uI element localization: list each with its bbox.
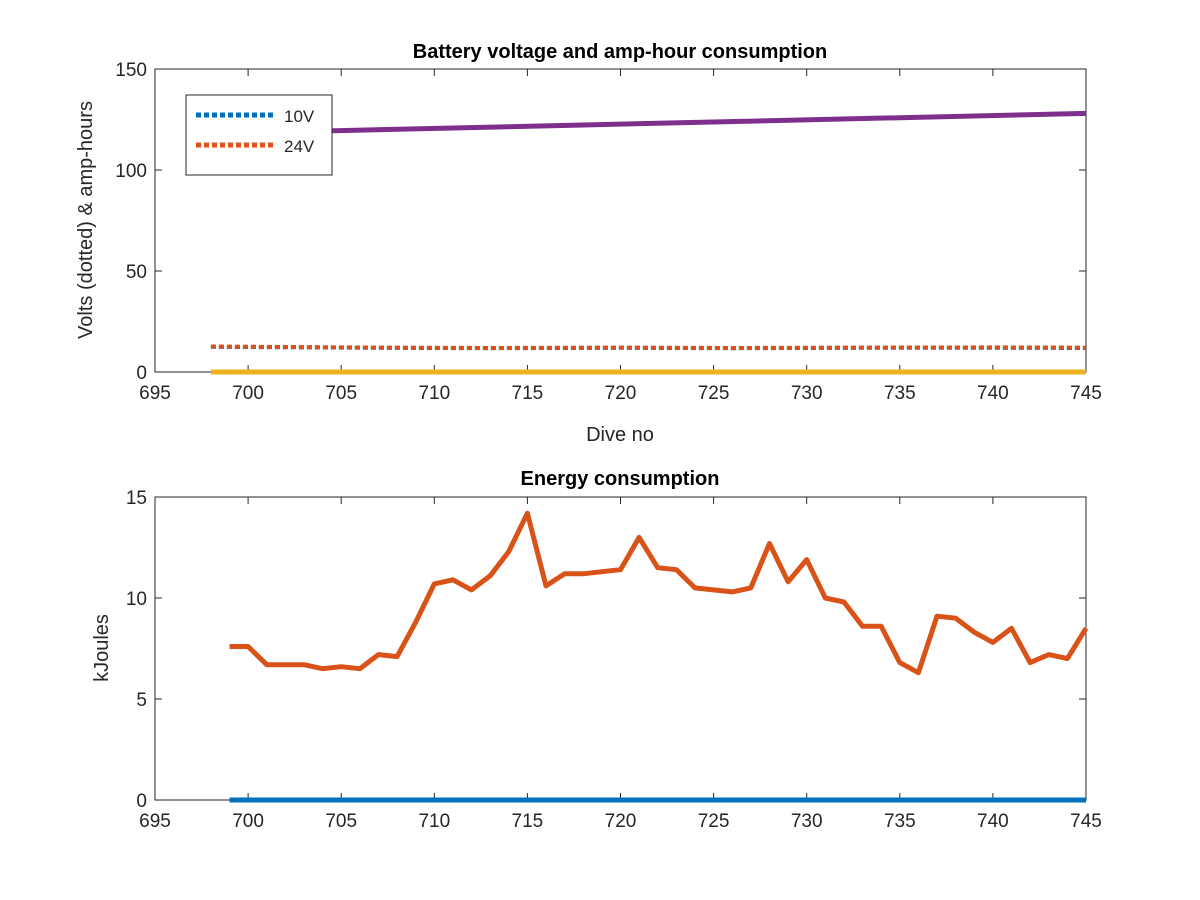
x-tick-label: 730 [791, 383, 823, 404]
y-tick-label: 15 [126, 488, 147, 509]
x-axis-label: Dive no [586, 424, 654, 446]
chart-title: Battery voltage and amp-hour consumption [413, 41, 827, 63]
x-tick-label: 700 [232, 811, 264, 832]
x-tick-label: 715 [512, 383, 544, 404]
x-tick-label: 720 [605, 811, 637, 832]
x-tick-label: 715 [512, 811, 544, 832]
y-tick-label: 0 [136, 363, 147, 384]
x-tick-label: 745 [1070, 811, 1102, 832]
x-tick-label: 725 [698, 811, 730, 832]
y-tick-label: 0 [136, 791, 147, 812]
series-line-1 [210, 344, 1087, 350]
x-tick-label: 720 [605, 383, 637, 404]
y-tick-label: 10 [126, 589, 147, 610]
energy-chart: Energy consumption 695 700 705 710 715 720 725… [91, 468, 1102, 832]
y-tick-label: 5 [136, 690, 147, 711]
legend: 10V 24V [185, 94, 333, 176]
y-axis-label: kJoules [91, 614, 113, 682]
series-line-0 [229, 510, 1089, 676]
x-tick-label: 695 [139, 383, 171, 404]
x-tick-label: 730 [791, 811, 823, 832]
battery-chart: Battery voltage and amp-hour consumption… [75, 41, 1102, 446]
legend-label: 10V [284, 107, 315, 126]
x-tick-label: 705 [325, 811, 357, 832]
x-tick-label: 710 [418, 383, 450, 404]
y-tick-label: 100 [115, 161, 147, 182]
x-tick-label: 710 [418, 811, 450, 832]
plot-area: 695 700 705 710 715 720 725 730 735 740 745 0 5 10 15 [126, 488, 1102, 832]
x-tick-label: 735 [884, 383, 916, 404]
x-tick-label: 745 [1070, 383, 1102, 404]
series-line-3 [210, 110, 1087, 137]
x-tick-label: 705 [325, 383, 357, 404]
plot-area: 695 700 705 710 715 720 725 730 735 740 745 0 50 100 1… [115, 60, 1102, 404]
y-tick-label: 50 [126, 262, 147, 283]
legend-box [185, 94, 333, 176]
y-tick-label: 150 [115, 60, 147, 81]
y-axis-label: Volts (dotted) & amp-hours [75, 101, 97, 339]
x-tick-label: 725 [698, 383, 730, 404]
legend-label: 24V [284, 137, 315, 156]
x-tick-label: 695 [139, 811, 171, 832]
x-tick-label: 740 [977, 811, 1009, 832]
axes-box [154, 496, 1087, 801]
x-tick-label: 735 [884, 811, 916, 832]
x-tick-label: 740 [977, 383, 1009, 404]
x-tick-label: 700 [232, 383, 264, 404]
chart-title: Energy consumption [521, 468, 720, 490]
